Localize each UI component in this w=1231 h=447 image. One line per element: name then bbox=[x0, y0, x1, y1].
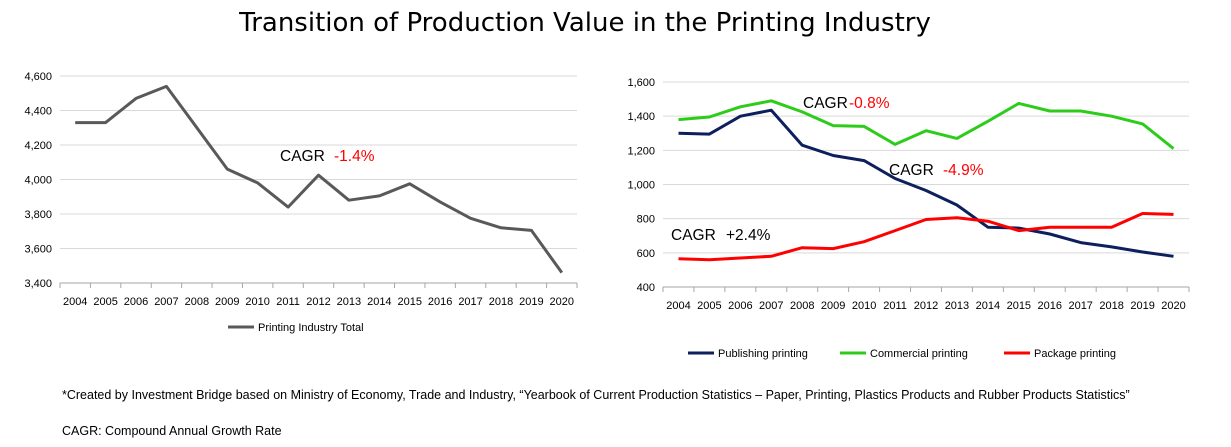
x-tick-label: 2009 bbox=[215, 296, 239, 308]
x-tick-label: 2008 bbox=[185, 296, 209, 308]
x-tick-label: 2011 bbox=[276, 296, 300, 308]
x-tick-label: 2010 bbox=[245, 296, 269, 308]
y-tick-label: 4,200 bbox=[24, 140, 52, 152]
series-line-printing-industry-total bbox=[75, 84, 564, 274]
y-tick-label: 1,200 bbox=[627, 145, 655, 157]
x-tick-label: 2010 bbox=[852, 300, 876, 312]
cagr-label: CAGR bbox=[889, 162, 934, 179]
line-chart-total: 3,400 3,600 3,800 4,000 4,200 4,400 4,600 2004 2… bbox=[24, 71, 578, 334]
cagr-label: CAGR bbox=[671, 227, 716, 244]
x-tick-label: 2020 bbox=[550, 296, 574, 308]
cagr-definition-note: CAGR: Compound Annual Growth Rate bbox=[62, 424, 282, 438]
x-tick-label: 2007 bbox=[154, 296, 178, 308]
x-tick-label: 2009 bbox=[821, 300, 845, 312]
source-note: *Created by Investment Bridge based on M… bbox=[62, 388, 1130, 402]
x-tick-label: 2004 bbox=[63, 296, 87, 308]
x-tick-label: 2018 bbox=[489, 296, 513, 308]
y-tick-label: 4,400 bbox=[24, 106, 52, 118]
x-tick-label: 2013 bbox=[945, 300, 969, 312]
x-tick-label: 2014 bbox=[976, 300, 1000, 312]
legend-label: Printing Industry Total bbox=[258, 322, 364, 334]
x-tick-label: 2012 bbox=[306, 296, 330, 308]
chart-1: 400 600 800 1,000 1,200 1,400 1,600 2004 2005 200… bbox=[627, 77, 1190, 360]
x-tick-label: 2017 bbox=[1068, 300, 1092, 312]
x-tick-label: 2016 bbox=[1038, 300, 1062, 312]
x-tick-label: 2008 bbox=[790, 300, 814, 312]
y-tick-label: 3,800 bbox=[24, 209, 52, 221]
y-tick-label: 400 bbox=[637, 282, 655, 294]
x-tick-label: 2007 bbox=[759, 300, 783, 312]
y-tick-label: 4,600 bbox=[24, 71, 52, 83]
y-tick-label: 4,000 bbox=[24, 175, 52, 187]
legend-label: Publishing printing bbox=[718, 348, 808, 360]
y-tick-label: 3,600 bbox=[24, 244, 52, 256]
chart-0: 3,400 3,600 3,800 4,000 4,200 4,400 4,600 2004 2… bbox=[24, 71, 578, 334]
cagr-label: CAGR bbox=[803, 95, 848, 112]
x-tick-label: 2020 bbox=[1161, 300, 1185, 312]
x-tick-label: 2013 bbox=[337, 296, 361, 308]
series-line-commercial-printing bbox=[678, 99, 1175, 150]
x-tick-label: 2015 bbox=[1007, 300, 1031, 312]
x-tick-label: 2016 bbox=[428, 296, 452, 308]
x-tick-label: 2004 bbox=[666, 300, 690, 312]
x-tick-label: 2012 bbox=[914, 300, 938, 312]
y-tick-label: 3,400 bbox=[24, 278, 52, 290]
legend-label: Commercial printing bbox=[870, 348, 968, 360]
y-tick-label: 1,400 bbox=[627, 111, 655, 123]
y-tick-label: 1,600 bbox=[627, 77, 655, 89]
page-title: Transition of Production Value in the Pr… bbox=[239, 8, 931, 38]
line-chart-segments: 400 600 800 1,000 1,200 1,400 1,600 2004 2005 200… bbox=[627, 77, 1190, 360]
x-tick-label: 2011 bbox=[883, 300, 907, 312]
cagr-value: -1.4% bbox=[334, 148, 375, 165]
x-tick-label: 2019 bbox=[519, 296, 543, 308]
series-line-package-printing bbox=[678, 212, 1174, 262]
x-tick-label: 2014 bbox=[367, 296, 391, 308]
legend-label: Package printing bbox=[1034, 348, 1116, 360]
x-tick-label: 2006 bbox=[124, 296, 148, 308]
y-tick-label: 800 bbox=[637, 214, 655, 226]
cagr-value: +2.4% bbox=[726, 227, 771, 244]
series-line-publishing-printing bbox=[678, 108, 1174, 258]
y-tick-label: 1,000 bbox=[627, 180, 655, 192]
x-tick-label: 2017 bbox=[458, 296, 482, 308]
x-tick-label: 2018 bbox=[1099, 300, 1123, 312]
y-tick-label: 600 bbox=[637, 248, 655, 260]
x-tick-label: 2019 bbox=[1130, 300, 1154, 312]
cagr-value: -4.9% bbox=[943, 162, 984, 179]
x-tick-label: 2006 bbox=[728, 300, 752, 312]
x-tick-label: 2005 bbox=[93, 296, 117, 308]
x-tick-label: 2015 bbox=[397, 296, 421, 308]
x-tick-label: 2005 bbox=[697, 300, 721, 312]
cagr-value: -0.8% bbox=[849, 95, 890, 112]
cagr-label: CAGR bbox=[280, 148, 325, 165]
